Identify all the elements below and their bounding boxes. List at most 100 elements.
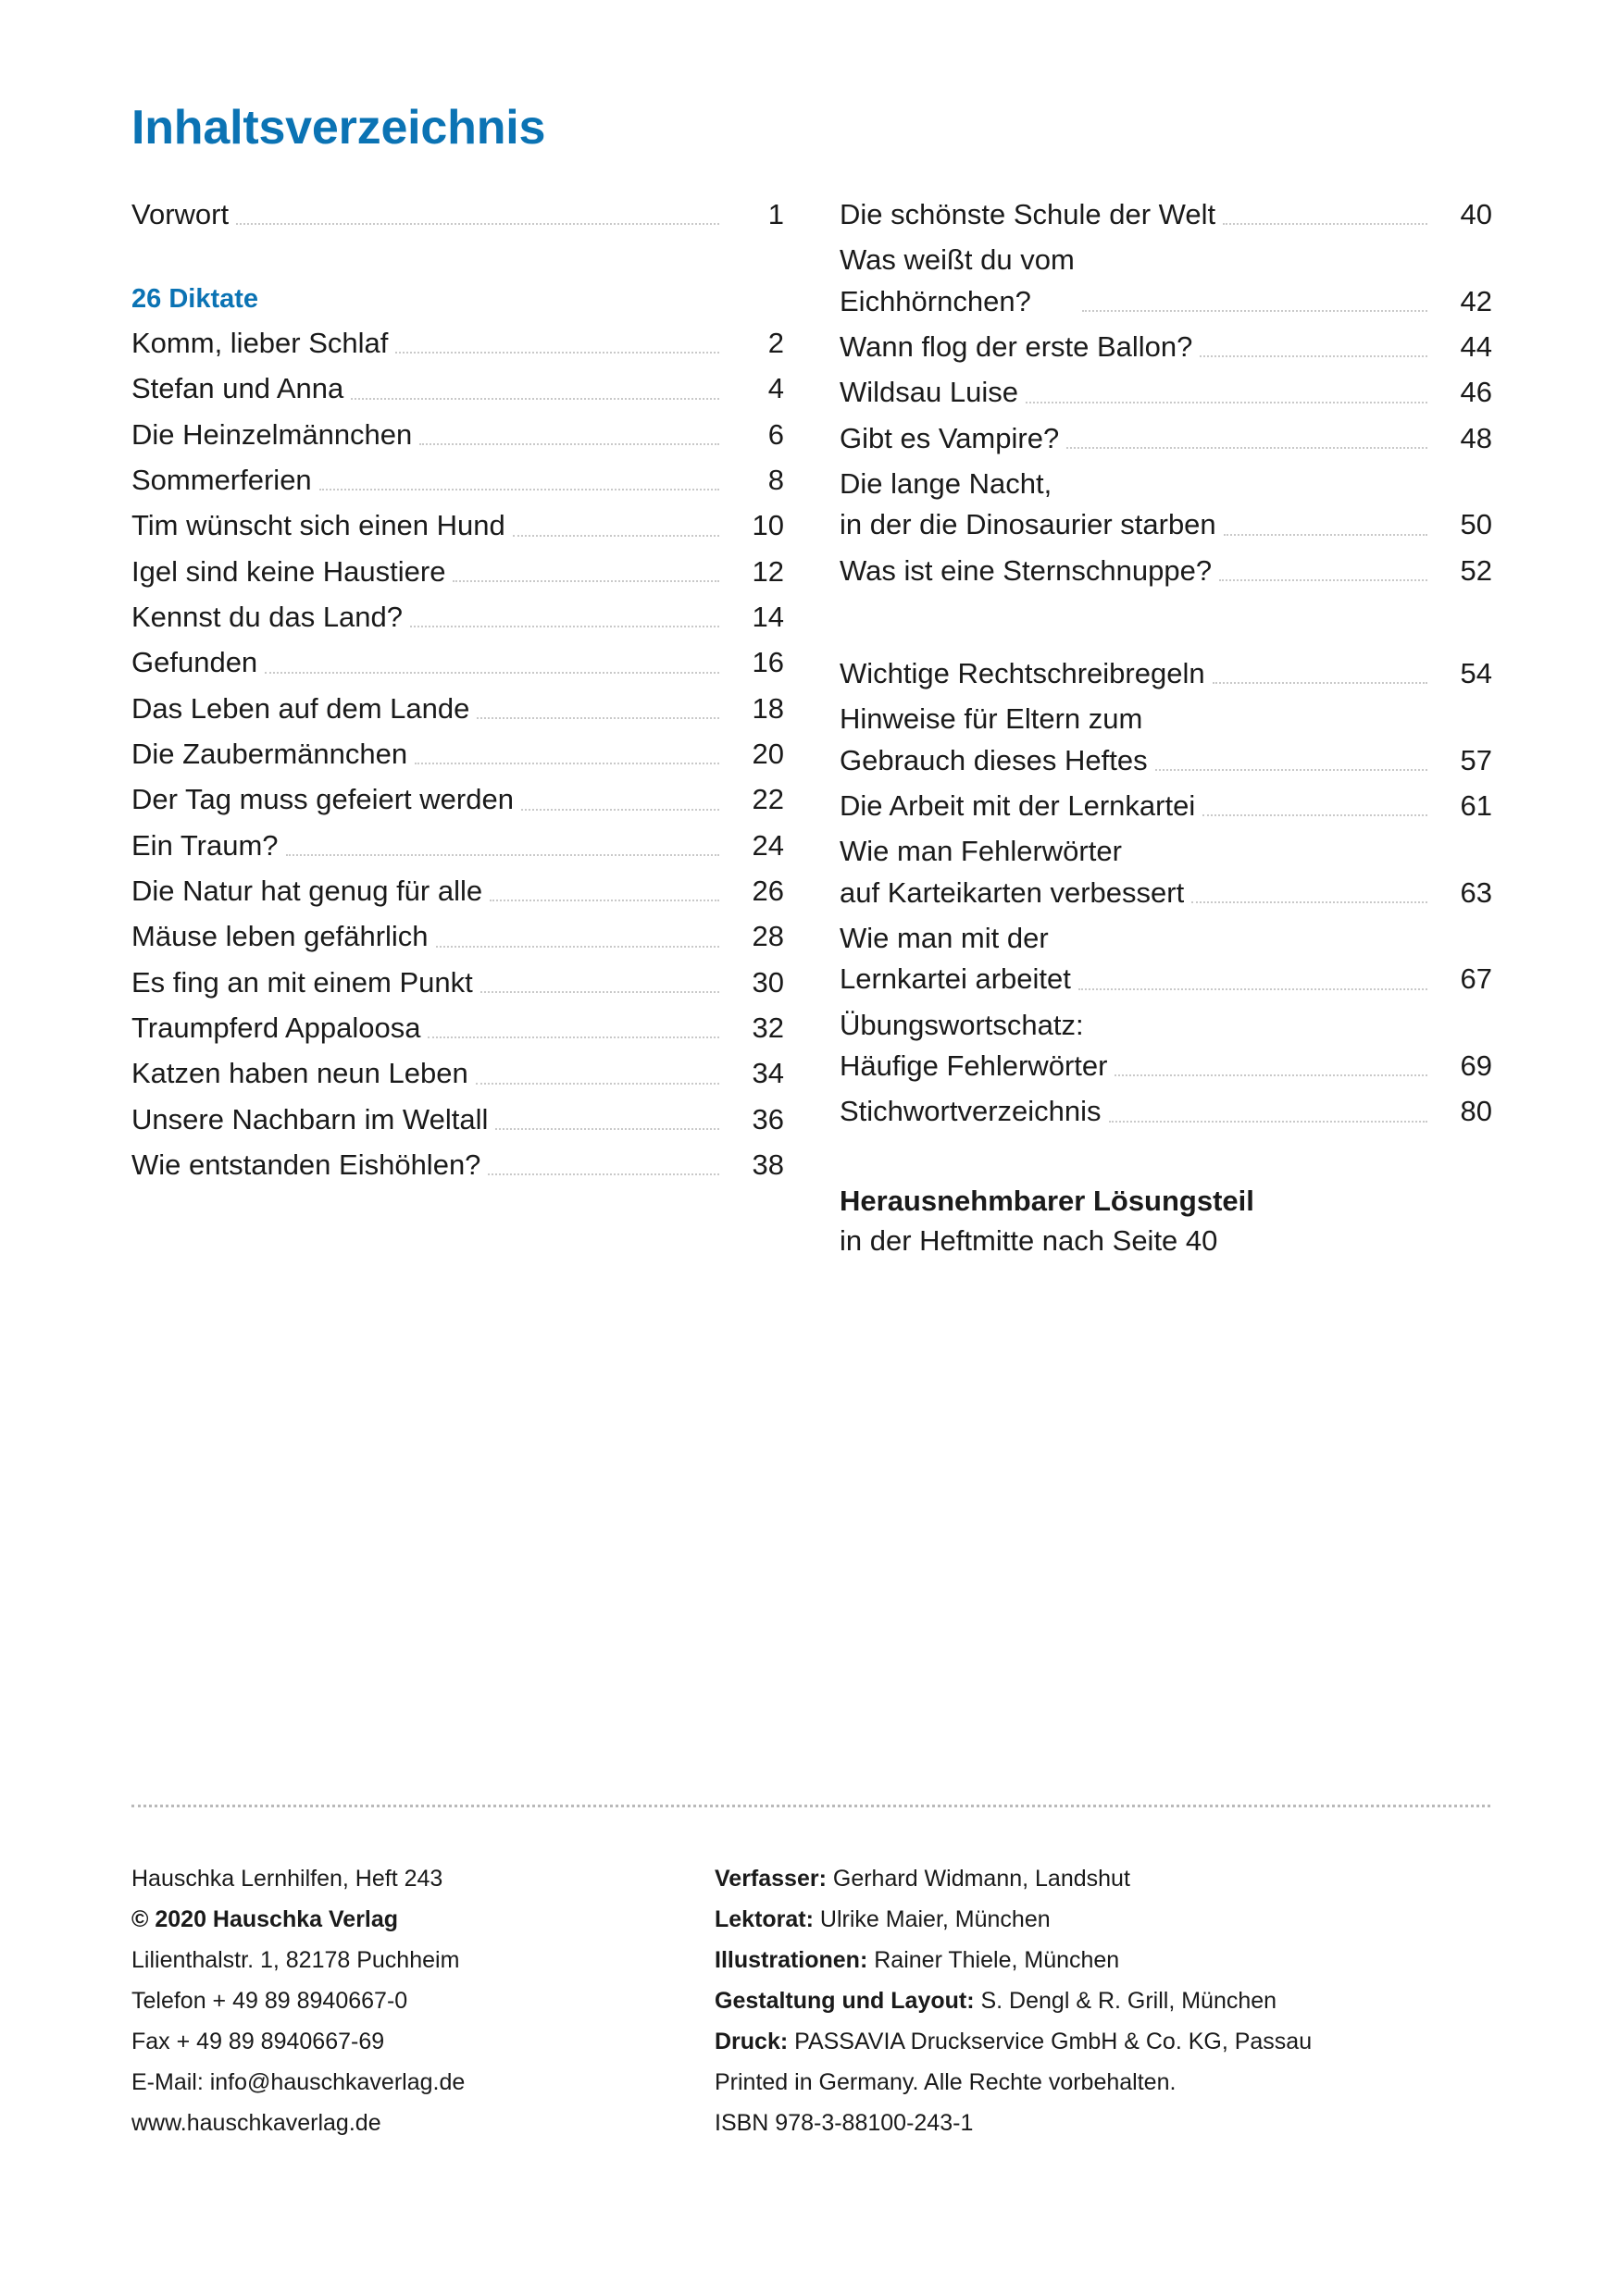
toc-entry-label: Gibt es Vampire? (840, 421, 1060, 454)
toc-entry-page: 4 (767, 372, 784, 405)
toc-entry-label: Wie man mit der Lernkartei arbeitet (840, 921, 1071, 996)
toc-entry-wildsau-luise[interactable]: Wildsau Luise 46 (840, 372, 1492, 413)
toc-entry-die-schoenste-schule-der-welt[interactable]: Die schönste Schule der Welt 40 (840, 194, 1492, 235)
toc-entry-wie-man-fehlerwoerter[interactable]: Wie man Fehlerwörter auf Karteikarten ve… (840, 831, 1492, 913)
toc-entry-komm-lieber-schlaf[interactable]: Komm, lieber Schlaf 2 (131, 323, 784, 364)
toc-entry-page: 12 (752, 554, 784, 588)
toc-leader-dots (1081, 309, 1427, 312)
toc-entry-label: Wie entstanden Eishöhlen? (131, 1148, 481, 1181)
page-title: Inhaltsverzeichnis (131, 101, 546, 155)
toc-entry-der-tag-muss-gefeiert-werden[interactable]: Der Tag muss gefeiert werden 22 (131, 779, 784, 820)
toc-entry-label: Wann flog der erste Ballon? (840, 329, 1193, 363)
toc-entry-tim-wuenscht-sich-einen-hund[interactable]: Tim wünscht sich einen Hund 10 (131, 505, 784, 546)
toc-entry-label: Stefan und Anna (131, 372, 344, 405)
toc-entry-page: 30 (752, 965, 784, 999)
toc-entry-page: 8 (767, 464, 784, 496)
toc-entry-wie-entstanden-eishoehlen[interactable]: Wie entstanden Eishöhlen? 38 (131, 1145, 784, 1185)
toc-entry-katzen-haben-neun-leben[interactable]: Katzen haben neun Leben 34 (131, 1053, 784, 1094)
toc-entry-wichtige-rechtschreibregeln[interactable]: Wichtige Rechtschreibregeln 54 (840, 653, 1492, 694)
toc-leader-dots (1077, 987, 1427, 990)
section-heading-diktate: 26 Diktate (131, 284, 259, 315)
toc-leader-dots (1115, 1074, 1427, 1077)
imprint-credit-label: Verfasser: (715, 1866, 827, 1892)
toc-leader-dots (520, 808, 719, 811)
toc-entry-die-lange-nacht[interactable]: Die lange Nacht, in der die Dinosaurier … (840, 464, 1492, 546)
imprint-credit-label: Gestaltung und Layout: (715, 1988, 975, 2014)
toc-entry-sommerferien[interactable]: Sommerferien 8 (131, 460, 784, 501)
toc-entry-vorwort[interactable]: Vorwort 1 (131, 194, 784, 235)
toc-entry-die-arbeit-mit-der-lernkartei[interactable]: Die Arbeit mit der Lernkartei 61 (840, 786, 1492, 826)
toc-entry-gibt-es-vampire[interactable]: Gibt es Vampire? 48 (840, 418, 1492, 459)
toc-entry-ein-traum[interactable]: Ein Traum? 24 (131, 825, 784, 866)
loesungsteil-callout: Herausnehmbarer Lösungsteil in der Heftm… (840, 1181, 1492, 1261)
toc-entry-page: 6 (767, 417, 784, 451)
toc-entry-maeuse-leben-gefaehrlich[interactable]: Mäuse leben gefährlich 28 (131, 916, 784, 957)
imprint-credit-label: Illustrationen: (715, 1947, 868, 1973)
toc-leader-dots (490, 900, 719, 902)
toc-entry-das-leben-auf-dem-lande[interactable]: Das Leben auf dem Lande 18 (131, 689, 784, 729)
imprint-email[interactable]: E-Mail: info@hauschkaverlag.de (131, 2069, 466, 2095)
toc-entry-wie-man-mit-der[interactable]: Wie man mit der Lernkartei arbeitet 67 (840, 918, 1492, 1000)
imprint-footer: Hauschka Lernhilfen, Heft 243 © 2020 Hau… (131, 1858, 1492, 2143)
callout-subtitle: in der Heftmitte nach Seite 40 (840, 1223, 1218, 1257)
toc-entry-wann-flog-der-erste-ballon[interactable]: Wann flog der erste Ballon? 44 (840, 327, 1492, 367)
toc-entry-page: 38 (752, 1148, 784, 1181)
toc-leader-dots (1154, 768, 1427, 771)
toc-entry-label: Wichtige Rechtschreibregeln (840, 656, 1205, 689)
toc-entry-stichwortverzeichnis[interactable]: Stichwortverzeichnis 80 (840, 1091, 1492, 1132)
imprint-website[interactable]: www.hauschkaverlag.de (131, 2110, 381, 2136)
toc-entry-label: Es fing an mit einem Punkt (131, 965, 473, 999)
toc-left-column: Vorwort 1 26 Diktate Komm, lieber Schlaf… (131, 194, 784, 1190)
toc-entry-label: Vorwort (131, 198, 230, 230)
toc-entry-label: Komm, lieber Schlaf (131, 327, 389, 360)
toc-entry-label: Sommerferien (131, 464, 312, 496)
toc-entry-igel-sind-keine-haustiere[interactable]: Igel sind keine Haustiere 12 (131, 552, 784, 592)
toc-entry-uebungswortschatz[interactable]: Übungswortschatz: Häufige Fehlerwörter 69 (840, 1005, 1492, 1087)
toc-entry-unsere-nachbarn-im-weltall[interactable]: Unsere Nachbarn im Weltall 36 (131, 1099, 784, 1140)
toc-entry-die-natur-hat-genug-fuer-alle[interactable]: Die Natur hat genug für alle 26 (131, 871, 784, 912)
toc-entry-gefunden[interactable]: Gefunden 16 (131, 642, 784, 683)
toc-entry-page: 50 (1460, 508, 1492, 541)
toc-entry-stefan-und-anna[interactable]: Stefan und Anna 4 (131, 368, 784, 409)
toc-leader-dots (495, 1127, 719, 1130)
toc-entry-page: 36 (752, 1102, 784, 1136)
toc-leader-dots (1202, 814, 1427, 817)
toc-entry-page: 28 (752, 920, 784, 953)
toc-leader-dots (410, 626, 719, 628)
toc-leader-dots (318, 489, 719, 491)
imprint-copyright: © 2020 Hauschka Verlag (131, 1906, 399, 1932)
imprint-credit-line: ISBN 978-3-88100-243-1 (715, 2103, 1492, 2143)
toc-entry-es-fing-an-mit-einem-punkt[interactable]: Es fing an mit einem Punkt 30 (131, 962, 784, 1003)
toc-leader-dots (475, 1082, 719, 1085)
toc-entry-page: 32 (752, 1011, 784, 1044)
imprint-phone: Telefon + 49 89 8940667-0 (131, 1988, 408, 2014)
imprint-publisher-block: Hauschka Lernhilfen, Heft 243 © 2020 Hau… (131, 1858, 696, 2143)
toc-entry-hinweise-fuer-eltern-zum[interactable]: Hinweise für Eltern zum Gebrauch dieses … (840, 699, 1492, 781)
toc-entry-label: Was weißt du vom Eichhörnchen? (840, 243, 1075, 317)
toc-leader-dots (1223, 223, 1427, 226)
toc-entry-label: Die lange Nacht, in der die Dinosaurier … (840, 466, 1216, 541)
toc-entry-label: Mäuse leben gefährlich (131, 920, 429, 953)
toc-entry-die-heinzelmaennchen[interactable]: Die Heinzelmännchen 6 (131, 415, 784, 455)
toc-entry-kennst-du-das-land[interactable]: Kennst du das Land? 14 (131, 597, 784, 638)
toc-leader-dots (488, 1173, 719, 1176)
toc-entry-was-weisst-du-vom[interactable]: Was weißt du vom Eichhörnchen? 42 (840, 240, 1492, 322)
imprint-address: Lilienthalstr. 1, 82178 Puchheim (131, 1947, 460, 1973)
toc-leader-dots (351, 397, 719, 400)
toc-entry-die-zaubermaennchen[interactable]: Die Zaubermännchen 20 (131, 734, 784, 775)
footer-divider (131, 1805, 1490, 1807)
toc-leader-dots (395, 352, 719, 354)
toc-entry-page: 1 (767, 198, 784, 230)
toc-entry-page: 80 (1460, 1095, 1492, 1128)
toc-leader-dots (1191, 900, 1427, 903)
toc-entry-was-ist-eine-sternschnuppe[interactable]: Was ist eine Sternschnuppe? 52 (840, 551, 1492, 591)
imprint-fax: Fax + 49 89 8940667-69 (131, 2029, 385, 2054)
imprint-credit-value: S. Dengl & R. Grill, München (974, 1988, 1277, 2014)
toc-entry-page: 14 (752, 600, 784, 633)
toc-entry-traumpferd-appaloosa[interactable]: Traumpferd Appaloosa 32 (131, 1008, 784, 1049)
toc-entry-label: Hinweise für Eltern zum Gebrauch dieses … (840, 702, 1148, 776)
toc-entry-page: 44 (1460, 329, 1492, 363)
toc-entry-page: 57 (1460, 743, 1492, 776)
imprint-credit-label: Druck: (715, 2029, 789, 2054)
